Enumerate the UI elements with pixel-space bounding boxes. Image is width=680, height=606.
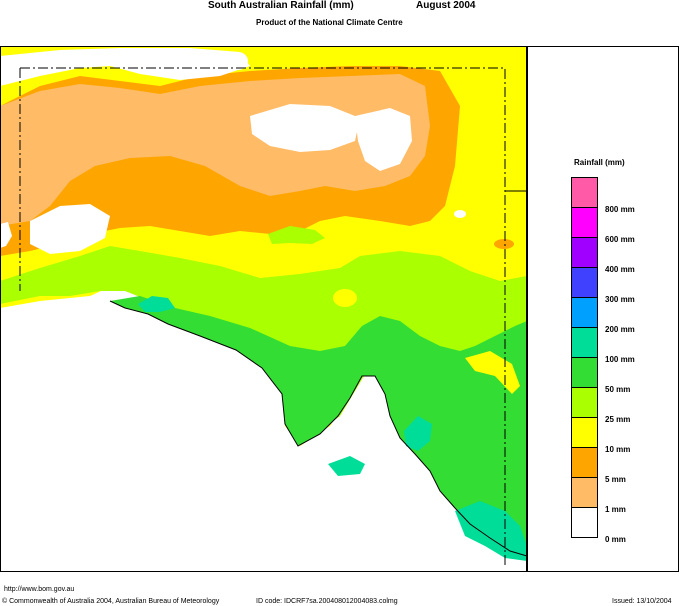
legend-swatch — [571, 357, 598, 388]
rainfall-zone-50mm — [110, 296, 527, 556]
legend-title: Rainfall (mm) — [574, 158, 625, 167]
rainfall-zone-100mm-a — [138, 296, 175, 312]
legend-label: 800 mm — [605, 205, 635, 214]
legend-swatch — [571, 327, 598, 358]
legend-swatch — [571, 387, 598, 418]
rainfall-zone-0mm-east — [454, 210, 466, 218]
rainfall-zone-0mm-b — [250, 104, 360, 152]
rainfall-zone-100mm-d — [455, 501, 527, 561]
legend-swatch — [571, 207, 598, 238]
rainfall-zone-100mm-b — [404, 416, 432, 451]
legend-label: 300 mm — [605, 295, 635, 304]
rainfall-zone-5mm-east — [494, 239, 514, 249]
legend-label: 600 mm — [605, 235, 635, 244]
map-title: South Australian Rainfall (mm) — [208, 0, 354, 11]
legend-label: 0 mm — [605, 535, 626, 544]
legend-label: 50 mm — [605, 385, 631, 394]
legend-swatch — [571, 417, 598, 448]
rainfall-zone-100mm-c — [328, 456, 365, 476]
legend-swatch — [571, 477, 598, 508]
legend-label: 10 mm — [605, 445, 631, 454]
legend-swatch — [571, 177, 598, 208]
rainfall-map — [0, 46, 527, 572]
rainfall-zone-0mm-a — [0, 48, 250, 86]
coastline — [109, 300, 527, 557]
footer-issued: Issued: 13/10/2004 — [612, 598, 672, 605]
legend-swatch — [571, 297, 598, 328]
legend-swatch — [571, 447, 598, 478]
legend-swatch — [571, 267, 598, 298]
map-border — [0, 46, 527, 572]
legend-swatch — [571, 237, 598, 268]
state-border — [19, 67, 506, 566]
legend-label: 400 mm — [605, 265, 635, 274]
legend-panel — [527, 46, 679, 572]
ocean-area — [0, 286, 527, 572]
rainfall-zone-0mm-e — [0, 222, 12, 248]
legend-label: 5 mm — [605, 475, 626, 484]
rainfall-zone-25mm-patch-b — [333, 289, 357, 307]
legend-swatch — [571, 507, 598, 538]
footer-url[interactable]: http://www.bom.gov.au — [4, 586, 75, 593]
legend-label: 1 mm — [605, 505, 626, 514]
footer-id-code: ID code: IDCRF7sa.200408012004083.colmg — [256, 598, 398, 605]
rainfall-zone-25mm-east — [465, 351, 520, 394]
rainfall-zone-0mm-c — [355, 108, 412, 171]
footer-copyright: © Commonwealth of Australia 2004, Austra… — [2, 598, 220, 605]
title-row: South Australian Rainfall (mm) August 20… — [0, 0, 680, 14]
rainfall-zone-0mm-f — [228, 52, 248, 70]
legend-label: 100 mm — [605, 355, 635, 364]
rainfall-map-svg — [0, 46, 527, 572]
map-period: August 2004 — [416, 0, 476, 11]
rainfall-zone-0mm-d — [30, 204, 110, 254]
legend-label: 200 mm — [605, 325, 635, 334]
rainfall-zone-25mm — [0, 246, 527, 516]
legend-swatches — [571, 177, 598, 538]
map-subtitle: Product of the National Climate Centre — [256, 18, 403, 27]
rainfall-zone-25mm-patch — [268, 226, 325, 244]
legend-label: 25 mm — [605, 415, 631, 424]
